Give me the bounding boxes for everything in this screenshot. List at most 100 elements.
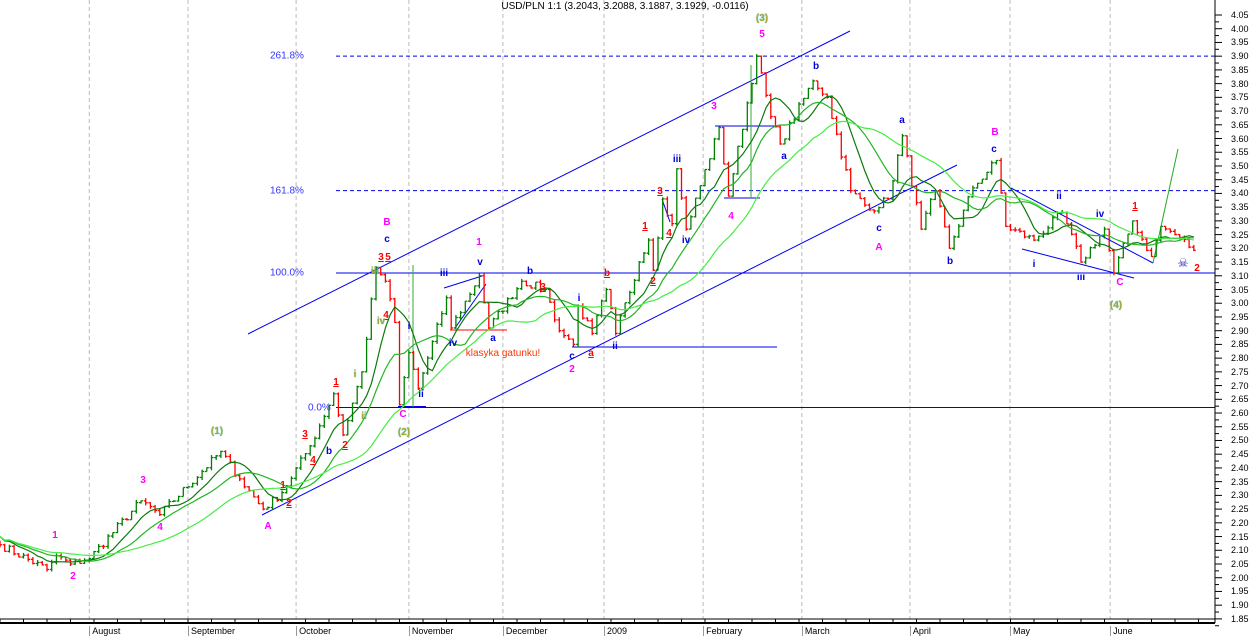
wave-label: A xyxy=(264,521,272,532)
wave-label: ii xyxy=(418,389,424,400)
y-tick-label: 4.05 xyxy=(1231,10,1249,20)
price-bar xyxy=(1074,232,1079,249)
wave-label: iv xyxy=(1095,209,1105,220)
y-tick-label: 2.40 xyxy=(1231,462,1249,473)
price-bar xyxy=(858,192,863,200)
price-bar xyxy=(139,500,143,504)
price-bar xyxy=(406,350,411,379)
price-bar xyxy=(1050,215,1055,231)
wave-label: 2 xyxy=(286,498,292,509)
price-bar xyxy=(496,310,501,320)
price-bar xyxy=(209,455,214,471)
wave-label: 5 xyxy=(385,252,391,263)
wave-label: a xyxy=(899,115,905,126)
wave-label: iv xyxy=(376,316,386,327)
price-bar xyxy=(1036,235,1041,242)
price-bar xyxy=(261,501,266,511)
price-bar xyxy=(721,126,726,165)
price-bar xyxy=(660,197,665,240)
y-tick-label: 3.15 xyxy=(1231,257,1249,268)
y-tick-label: 1.90 xyxy=(1231,600,1249,611)
wave-label: C xyxy=(399,409,407,420)
wave-label: a xyxy=(588,348,594,359)
wave-label: 3 xyxy=(378,252,384,263)
y-tick-label: 1.85 xyxy=(1231,613,1249,624)
price-bar xyxy=(463,300,468,314)
price-bar xyxy=(157,508,162,517)
price-bar xyxy=(1173,228,1177,236)
price-bar xyxy=(1079,244,1083,263)
price-bar xyxy=(176,495,181,502)
price-bar xyxy=(1017,227,1022,233)
wave-label: klasyka gatunku! xyxy=(465,348,541,359)
price-bar xyxy=(543,288,548,292)
price-bar xyxy=(740,128,745,149)
price-bar xyxy=(862,197,867,207)
price-bar xyxy=(402,375,407,407)
y-tick-label: 3.65 xyxy=(1231,119,1249,130)
wave-label: (1) xyxy=(210,426,224,437)
price-bar xyxy=(519,278,524,290)
wave-label: c xyxy=(384,234,390,245)
price-bar xyxy=(820,87,825,97)
x-tick-label: October xyxy=(296,626,331,636)
wave-label: 1 xyxy=(280,480,286,491)
price-bar xyxy=(1111,248,1116,276)
wave-label: c xyxy=(991,144,997,155)
price-bar xyxy=(181,486,186,498)
price-bar xyxy=(618,313,623,335)
price-bar xyxy=(609,288,613,310)
price-bar xyxy=(26,553,31,562)
price-bar xyxy=(430,340,435,360)
price-bar xyxy=(782,138,787,145)
price-bar xyxy=(270,496,275,510)
price-bar xyxy=(1135,219,1140,235)
y-tick-label: 2.55 xyxy=(1231,421,1249,432)
price-bar xyxy=(355,385,360,405)
price-bar xyxy=(886,197,891,200)
price-bar xyxy=(989,160,994,175)
price-bar xyxy=(834,115,839,136)
wave-label: 2 xyxy=(1194,263,1200,274)
upper-channel-line xyxy=(247,30,851,335)
x-tick-label: May xyxy=(1010,626,1030,636)
y-tick-label: 3.60 xyxy=(1231,133,1249,144)
price-bar xyxy=(350,402,355,423)
price-bar xyxy=(594,314,599,335)
price-bar xyxy=(656,236,660,271)
price-bar xyxy=(468,292,472,303)
wave-label: B xyxy=(991,127,999,138)
wedge-upper-line xyxy=(1010,187,1154,264)
price-bar xyxy=(214,455,219,460)
price-bar xyxy=(1003,192,1008,228)
price-bar xyxy=(679,168,684,200)
wave-label: c xyxy=(876,223,882,234)
price-bar xyxy=(223,450,228,458)
wave-label: 2 xyxy=(342,440,348,451)
moving-average-line xyxy=(0,120,1194,557)
price-bar xyxy=(552,300,557,323)
wave-label: a xyxy=(490,333,496,344)
price-bar xyxy=(16,553,21,558)
y-tick-label: 3.25 xyxy=(1231,229,1249,240)
wave-label: b xyxy=(325,446,333,457)
price-bar xyxy=(0,540,2,548)
wave-label: iii xyxy=(370,266,380,277)
price-bar xyxy=(576,304,581,348)
wave-label: ii xyxy=(1056,191,1062,202)
wave-label: iii xyxy=(1076,272,1086,283)
price-bar xyxy=(637,260,642,282)
price-bar xyxy=(40,561,45,566)
price-bar xyxy=(923,210,928,231)
price-bar xyxy=(143,498,148,506)
price-bar xyxy=(388,279,393,302)
fib-label: 100.0% xyxy=(270,267,304,279)
y-tick-label: 3.00 xyxy=(1231,298,1249,309)
price-bar xyxy=(256,494,261,505)
price-bar xyxy=(688,215,693,230)
price-bar xyxy=(778,124,783,145)
wave-label: 1 xyxy=(52,530,58,541)
price-bar xyxy=(1083,256,1088,265)
price-bar xyxy=(529,285,534,289)
